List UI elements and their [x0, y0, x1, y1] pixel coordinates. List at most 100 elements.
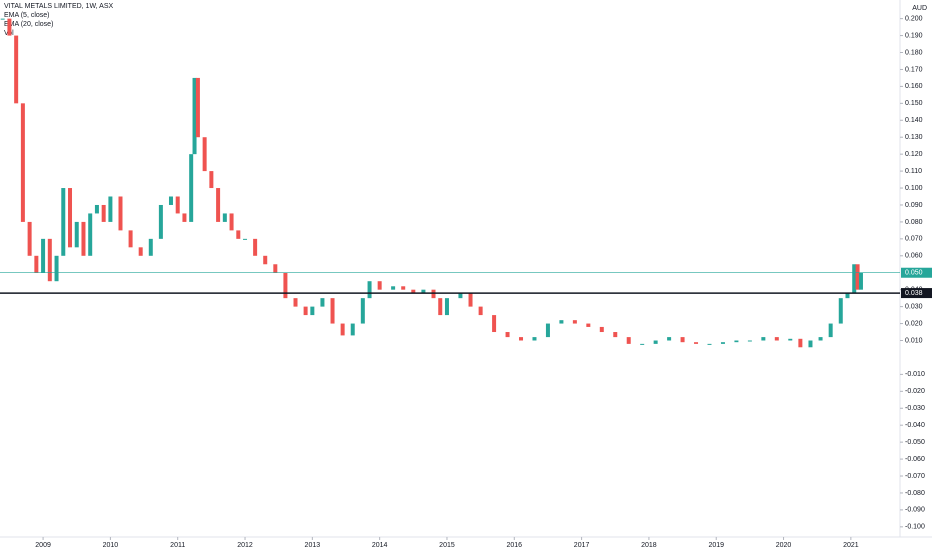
x-tick-label: 2016 [506, 542, 522, 549]
price-label-box [901, 267, 932, 278]
candle [858, 272, 863, 290]
candle [720, 342, 725, 344]
indicator-label: EMA (20, close) [4, 21, 53, 28]
candle [340, 323, 345, 336]
candle [350, 323, 355, 336]
candle [263, 255, 268, 265]
y-tick-label: 0.090 [905, 202, 923, 209]
candle [367, 281, 372, 299]
candle [545, 323, 550, 338]
candle [182, 213, 187, 222]
x-tick-label: 2010 [103, 542, 119, 549]
candle [444, 298, 449, 316]
candle [88, 213, 93, 256]
candle [734, 340, 739, 343]
candle [599, 326, 604, 333]
candle [34, 255, 39, 273]
candle [401, 286, 406, 290]
candle [653, 340, 658, 344]
candle [189, 154, 194, 222]
candle [478, 306, 483, 316]
y-tick-label: -0.010 [905, 371, 925, 378]
x-tick-label: 2018 [641, 542, 657, 549]
candle [613, 332, 618, 338]
x-tick-label: 2015 [439, 542, 455, 549]
candle [667, 337, 672, 341]
candle [855, 264, 860, 290]
x-tick-label: 2017 [574, 542, 590, 549]
candle [519, 337, 524, 341]
candle [101, 204, 106, 222]
candle [586, 323, 591, 327]
candle [330, 298, 335, 324]
candle [761, 337, 766, 341]
candle [209, 171, 214, 189]
candle [559, 320, 564, 324]
y-tick-label: 0.190 [905, 32, 923, 39]
x-tick-label: 2011 [170, 542, 185, 549]
candle [431, 289, 436, 299]
y-tick-label: 0.010 [905, 337, 923, 344]
indicator-label: EMA (5, close) [4, 12, 50, 19]
candle [61, 188, 66, 256]
candle [47, 238, 52, 282]
x-tick-label: 2019 [708, 542, 724, 549]
candle [468, 293, 473, 307]
candle [192, 77, 197, 155]
candle [707, 343, 712, 345]
candle [391, 286, 396, 290]
candle [572, 320, 577, 324]
y-tick-label: 0.020 [905, 320, 923, 327]
candle [626, 337, 631, 344]
candle [68, 188, 73, 248]
candle [175, 196, 180, 214]
candle [640, 343, 645, 345]
x-tick-label: 2009 [35, 542, 51, 549]
price-label: 0.050 [905, 270, 923, 277]
candle [118, 196, 123, 231]
candle [852, 264, 857, 294]
candle [20, 103, 25, 222]
y-tick-label: 0.080 [905, 219, 923, 226]
candle [747, 340, 752, 342]
y-tick-label: 0.130 [905, 134, 923, 141]
x-tick-label: 2021 [843, 542, 859, 549]
candle [14, 35, 19, 104]
candle [808, 340, 813, 348]
axis-unit: AUD [912, 5, 927, 12]
y-tick-label: 0.150 [905, 100, 923, 107]
x-tick-label: 2014 [372, 542, 388, 549]
y-tick-label: 0.100 [905, 185, 923, 192]
candle [222, 213, 227, 222]
candle [273, 264, 278, 273]
candle [310, 306, 315, 316]
candle [108, 196, 113, 222]
candle [94, 204, 99, 214]
candle [505, 332, 510, 338]
candle [158, 204, 163, 239]
candle [377, 281, 382, 290]
candle [54, 255, 59, 282]
candle [774, 337, 779, 341]
price-label: 0.038 [905, 290, 923, 297]
candle [195, 77, 200, 138]
candle [320, 298, 325, 307]
candle [27, 221, 32, 256]
candle [411, 289, 416, 294]
y-tick-label: 0.070 [905, 236, 923, 243]
candle [243, 238, 248, 240]
candle [0, 18, 5, 20]
candle [148, 238, 153, 256]
y-tick-label: 0.180 [905, 49, 923, 56]
candle [828, 323, 833, 338]
y-tick-label: -0.060 [905, 456, 925, 463]
candle [532, 337, 537, 341]
y-tick-label: -0.040 [905, 422, 925, 429]
y-tick-label: -0.050 [905, 439, 925, 446]
x-tick-label: 2012 [237, 542, 253, 549]
candle [788, 338, 793, 341]
candle [128, 230, 133, 248]
price-label-box [901, 288, 932, 299]
